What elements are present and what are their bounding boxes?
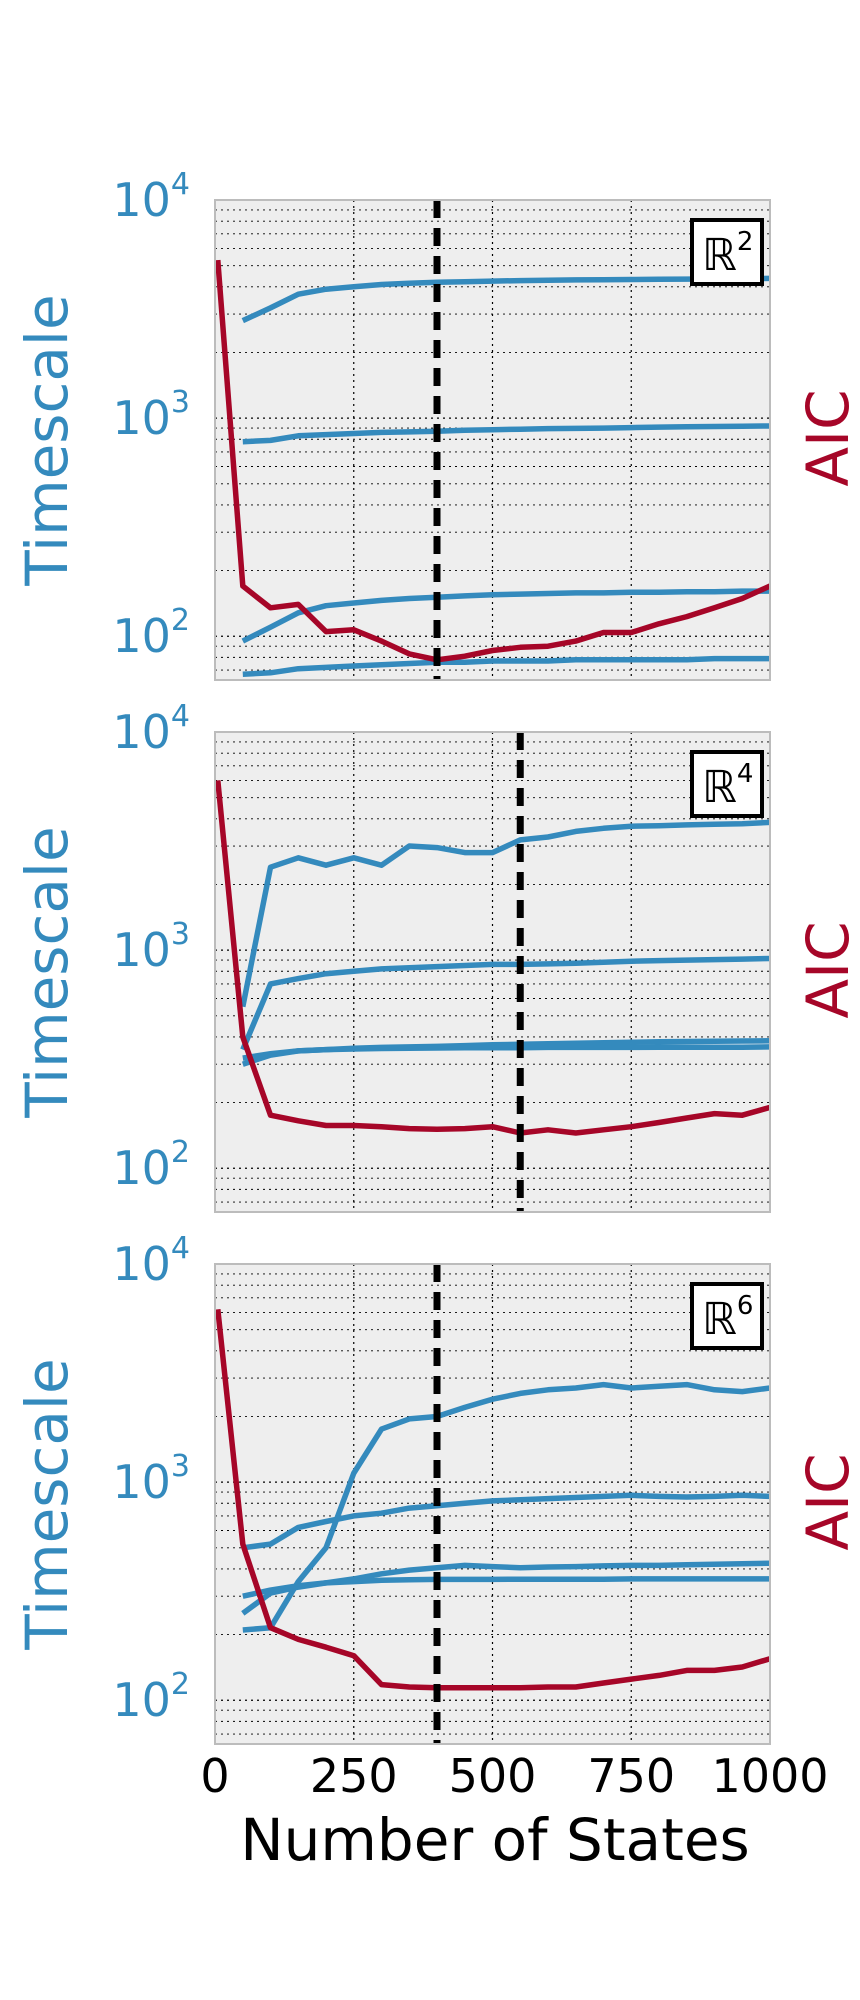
y-tick-base: 10 bbox=[112, 1237, 171, 1291]
aic-axis-label: AIC bbox=[794, 389, 860, 486]
panel-label-exponent: 6 bbox=[737, 1291, 754, 1321]
grid bbox=[215, 1264, 770, 1744]
y-tick-label: 102 bbox=[112, 1135, 190, 1195]
timescale-series-line-4 bbox=[242, 1576, 770, 1599]
timescale-series-line-1 bbox=[240, 819, 770, 1008]
panel-label-exponent: 4 bbox=[737, 759, 754, 789]
y-tick-exponent: 4 bbox=[171, 167, 190, 202]
timescale-series-line-4 bbox=[242, 655, 770, 677]
y-tick-exponent: 3 bbox=[171, 385, 190, 420]
y-tick-label: 102 bbox=[112, 603, 190, 663]
y-tick-label: 102 bbox=[112, 1667, 190, 1727]
timescale-series-line-1 bbox=[241, 275, 770, 324]
x-tick-label: 1000 bbox=[711, 1749, 828, 1803]
y-tick-exponent: 2 bbox=[171, 1135, 190, 1170]
aic-series-line bbox=[215, 259, 770, 663]
y-tick-exponent: 4 bbox=[171, 1231, 190, 1266]
aic-series-line bbox=[215, 780, 770, 1136]
panel-label-box bbox=[690, 1282, 764, 1350]
aic-axis-label: AIC bbox=[794, 921, 860, 1018]
timescale-series-line-1 bbox=[242, 1381, 770, 1633]
x-tick-label: 500 bbox=[449, 1749, 537, 1803]
timescale-series-line-2 bbox=[242, 1492, 770, 1551]
y-tick-exponent: 4 bbox=[171, 699, 190, 734]
y-tick-label: 104 bbox=[112, 1231, 190, 1291]
plot-frame bbox=[214, 731, 771, 1213]
y-tick-base: 10 bbox=[112, 1141, 171, 1195]
y-axis-label: Timescale bbox=[13, 1358, 81, 1650]
aic-axis-label: AIC bbox=[794, 1453, 860, 1550]
y-axis-label: Timescale bbox=[13, 826, 81, 1118]
timescale-series-line-2 bbox=[242, 423, 770, 445]
panel-label: ℝ2 bbox=[702, 227, 753, 281]
y-tick-label: 104 bbox=[112, 699, 190, 759]
y-tick-label: 103 bbox=[112, 1449, 190, 1509]
y-tick-base: 10 bbox=[112, 923, 171, 977]
panel-label: ℝ4 bbox=[702, 759, 753, 813]
x-tick-label: 250 bbox=[310, 1749, 398, 1803]
y-tick-exponent: 2 bbox=[171, 603, 190, 638]
panel-label-box bbox=[690, 750, 764, 818]
y-tick-base: 10 bbox=[112, 173, 171, 227]
grid bbox=[215, 732, 770, 1212]
series-group bbox=[215, 259, 770, 677]
y-axis-label: Timescale bbox=[13, 294, 81, 586]
y-tick-base: 10 bbox=[112, 1455, 171, 1509]
aic-series-line bbox=[215, 1309, 770, 1691]
plot-frame bbox=[214, 199, 771, 681]
y-tick-base: 10 bbox=[112, 705, 171, 759]
plot-frame bbox=[214, 1263, 771, 1745]
panel-label-base: ℝ bbox=[702, 762, 737, 813]
timescale-series-line-4 bbox=[242, 1044, 770, 1061]
y-tick-base: 10 bbox=[112, 391, 171, 445]
y-tick-base: 10 bbox=[112, 609, 171, 663]
y-tick-label: 103 bbox=[112, 385, 190, 445]
y-tick-base: 10 bbox=[112, 1673, 171, 1727]
y-tick-exponent: 2 bbox=[171, 1667, 190, 1702]
y-tick-exponent: 3 bbox=[171, 917, 190, 952]
panel-label-box bbox=[690, 218, 764, 286]
y-tick-label: 103 bbox=[112, 917, 190, 977]
x-tick-labels: 0 250 500 750 1000 bbox=[200, 1749, 828, 1803]
x-tick-label: 0 bbox=[200, 1749, 229, 1803]
x-tick-label: 750 bbox=[587, 1749, 675, 1803]
panel-label-exponent: 2 bbox=[737, 227, 754, 257]
series-group bbox=[215, 780, 770, 1136]
y-tick-exponent: 3 bbox=[171, 1449, 190, 1484]
y-tick-label: 104 bbox=[112, 167, 190, 227]
timescale-series-line-2 bbox=[240, 955, 770, 1051]
panel-label: ℝ6 bbox=[702, 1291, 753, 1345]
panel-label-base: ℝ bbox=[702, 230, 737, 281]
series-group bbox=[215, 1309, 770, 1691]
x-axis-label: Number of States bbox=[240, 1806, 750, 1874]
timescale-series-line-3 bbox=[241, 588, 770, 644]
panel-label-base: ℝ bbox=[702, 1294, 737, 1345]
